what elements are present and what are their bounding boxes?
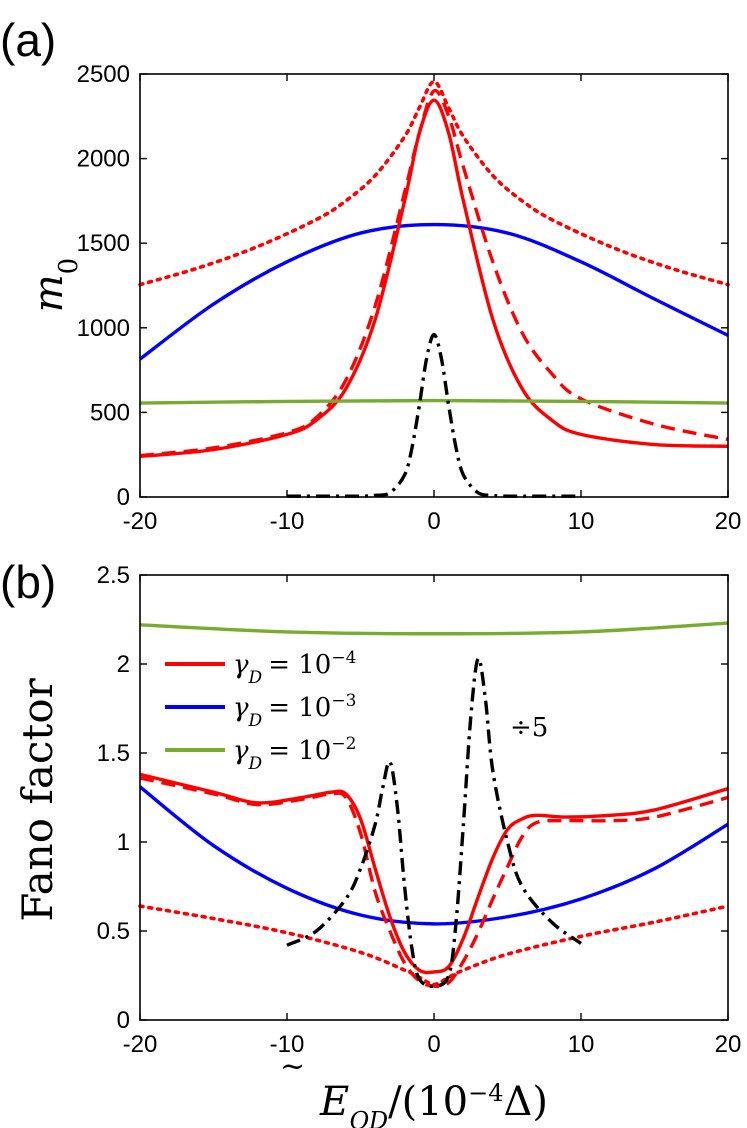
series-b-black-dash-dot-5- bbox=[286, 656, 582, 988]
x-tick-label-a-3: 10 bbox=[568, 508, 595, 535]
legend-label-green: γD = 10−2 bbox=[233, 734, 356, 774]
y-tick-label-a-2: 1000 bbox=[77, 315, 130, 342]
panel-a-ylabel: m0 bbox=[26, 258, 84, 312]
plot-area-b: -20 -10 0 10 20 0 0.5 1 1.5 2 2.5 bbox=[97, 562, 742, 1058]
legend-item-blue: γD = 10−3 bbox=[165, 691, 356, 731]
series-a-red-dotted bbox=[138, 79, 730, 287]
x-tick-label-a-0: -20 bbox=[123, 508, 158, 535]
legend: γD = 10−4 γD = 10−3 γD = 10−2 bbox=[165, 648, 356, 774]
panel-b-frame bbox=[139, 574, 729, 1021]
panel-b-label: (b) bbox=[0, 556, 56, 608]
panel-a-label: (a) bbox=[0, 14, 56, 66]
x-tick-label-a-1: -10 bbox=[270, 508, 305, 535]
x-tick-label-a-4: 20 bbox=[715, 508, 742, 535]
x-tick-label-a-2: 0 bbox=[427, 508, 440, 535]
series-a-red-dashed bbox=[139, 88, 729, 458]
panel-a: (a) m0 -20 -10 0 10 20 0 500 1000 1500 2000 2500 bbox=[0, 14, 741, 535]
legend-label-blue: γD = 10−3 bbox=[233, 691, 356, 731]
legend-item-red: γD = 10−4 bbox=[165, 648, 356, 688]
y-tick-label-a-3: 1500 bbox=[77, 230, 130, 257]
series-b-blue-solid bbox=[138, 785, 729, 926]
series-a-red-solid bbox=[139, 98, 729, 459]
y-tick-label-b-1: 0.5 bbox=[97, 918, 130, 945]
legend-label-red: γD = 10−4 bbox=[233, 648, 356, 688]
series-b-red-dashed bbox=[139, 776, 729, 989]
panel-a-frame bbox=[139, 73, 729, 498]
series-b-green-solid bbox=[139, 621, 729, 636]
panel-b-ylabel: Fano factor bbox=[13, 677, 62, 921]
y-tick-label-b-2: 1 bbox=[117, 829, 130, 856]
series-a-black-dash-dot bbox=[286, 332, 582, 498]
x-tick-label-b-1: -10 bbox=[270, 1031, 305, 1058]
series-a-green-solid bbox=[139, 398, 729, 405]
legend-item-green: γD = 10−2 bbox=[165, 734, 356, 774]
y-tick-label-a-5: 2500 bbox=[77, 61, 130, 88]
panel-b-xlabel: EQD/(10−4Δ) bbox=[319, 1079, 548, 1128]
panel-b: (b) Fano factor -20 -10 0 10 2000.511.522.5 … bbox=[0, 556, 741, 1128]
x-tick-label-b-3: 10 bbox=[568, 1031, 595, 1058]
y-tick-label-a-0: 0 bbox=[117, 484, 130, 511]
series-b-red-dotted bbox=[138, 904, 730, 987]
x-tick-label-b-4: 20 bbox=[715, 1031, 742, 1058]
x-tick-label-b-2: 0 bbox=[427, 1031, 440, 1058]
y-tick-label-a-4: 2000 bbox=[77, 146, 130, 173]
xlabel-tilde: ~ bbox=[280, 1049, 305, 1084]
y-tick-label-b-0: 0 bbox=[117, 1007, 130, 1034]
y-tick-label-b-3: 1.5 bbox=[97, 740, 130, 767]
scale-annotation: ÷5 bbox=[510, 713, 548, 743]
series-b-red-solid bbox=[139, 772, 729, 975]
series-a-blue-solid bbox=[138, 222, 729, 361]
plot-area-a: -20 -10 0 10 20 0 500 1000 1500 2000 2500 bbox=[77, 61, 742, 535]
y-tick-label-b-5: 2.5 bbox=[97, 562, 130, 589]
y-tick-label-a-1: 500 bbox=[90, 399, 130, 426]
x-tick-label-b-0: -20 bbox=[123, 1031, 158, 1058]
y-tick-label-b-4: 2 bbox=[117, 651, 130, 678]
